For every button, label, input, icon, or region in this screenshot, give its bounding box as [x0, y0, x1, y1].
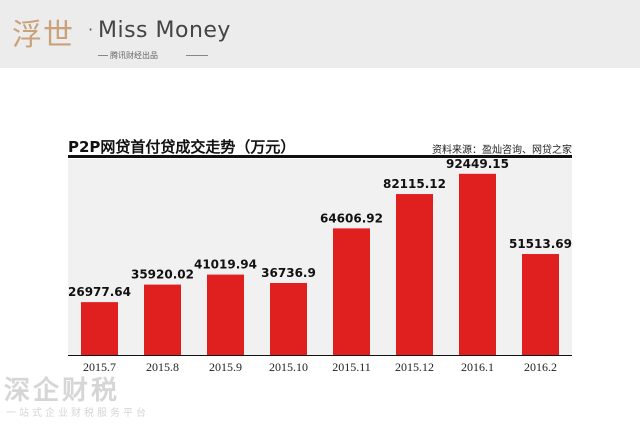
brand-divider-left [98, 55, 108, 56]
chart-source: 资料来源：盈灿咨询、网贷之家 [432, 145, 572, 156]
data-label-2016.1: 92449.15 [446, 159, 509, 171]
x-axis-baseline [68, 355, 572, 356]
brand-divider-right [186, 55, 208, 56]
bar-2015.8 [144, 284, 181, 355]
x-tick-label-2015.12: 2015.12 [395, 360, 434, 374]
x-tick-label-2015.10: 2015.10 [269, 360, 308, 374]
top-banner: 浮世 · Miss Money 腾讯财经出品 [0, 0, 640, 68]
brand-subtitle: 腾讯财经出品 [110, 51, 158, 60]
data-label-2015.9: 41019.94 [194, 258, 257, 272]
x-tick-label-2015.7: 2015.7 [83, 360, 116, 374]
bar-2015.9 [207, 274, 244, 355]
data-label-2015.11: 64606.92 [320, 211, 383, 225]
brand-separator: · [88, 20, 94, 39]
bar-2016.1 [459, 173, 496, 355]
brand-logo-chinese: 浮世 [12, 18, 74, 53]
bar-2015.11 [333, 228, 370, 355]
x-tick-label-2015.11: 2015.11 [332, 360, 371, 374]
data-label-2015.8: 35920.02 [131, 268, 194, 282]
x-tick-label-2016.2: 2016.2 [524, 360, 557, 374]
x-tick-label-2015.8: 2015.8 [146, 360, 179, 374]
bar-2015.12 [396, 194, 433, 355]
bar-2015.7 [81, 302, 118, 355]
bar-chart: 26977.64 2015.7 35920.02 2015.8 41019.94 2015… [68, 159, 572, 374]
watermark-subtitle: 一站式企业财税服务平台 [6, 408, 149, 419]
data-label-2015.12: 82115.12 [383, 177, 446, 191]
data-label-2015.10: 36736.9 [261, 266, 316, 280]
bar-2015.10 [270, 282, 307, 355]
data-label-2016.2: 51513.69 [509, 237, 572, 251]
title-rule [68, 155, 572, 158]
bar-2016.2 [522, 254, 559, 355]
x-tick-label-2015.9: 2015.9 [209, 360, 242, 374]
chart-title: P2P网贷首付贷成交走势（万元） [68, 138, 296, 156]
data-label-2015.7: 26977.64 [68, 285, 131, 299]
brand-logo-english: Miss Money [98, 18, 231, 43]
watermark: 深企财税 [4, 376, 121, 406]
x-tick-label-2016.1: 2016.1 [461, 360, 494, 374]
